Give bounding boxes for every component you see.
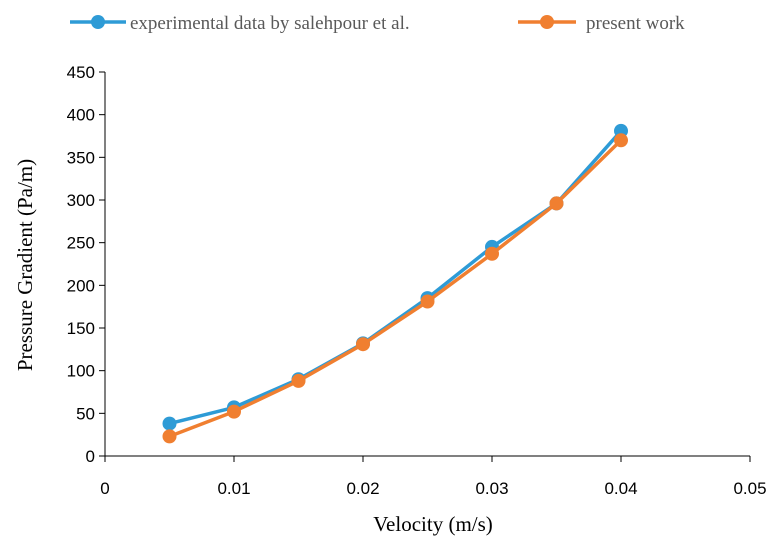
legend-label: present work bbox=[586, 13, 685, 34]
x-tick-label: 0.04 bbox=[604, 479, 637, 498]
y-tick-label: 350 bbox=[67, 148, 95, 167]
y-axis-title: Pressure Gradient (Pa/m) bbox=[13, 159, 37, 371]
legend-item-1: experimental data by salehpour et al. bbox=[70, 13, 410, 34]
data-point bbox=[162, 429, 177, 444]
y-tick-label: 0 bbox=[86, 447, 95, 466]
data-point bbox=[162, 416, 177, 431]
data-point bbox=[420, 294, 435, 309]
data-point bbox=[614, 133, 628, 148]
x-tick-label: 0.03 bbox=[475, 479, 508, 498]
series-layer bbox=[162, 123, 628, 444]
series-line bbox=[168, 139, 623, 439]
y-tick-label: 450 bbox=[67, 63, 95, 82]
x-tick-label: 0.05 bbox=[733, 479, 766, 498]
y-tick-label: 150 bbox=[67, 319, 95, 338]
legend-item-2: present work bbox=[518, 13, 685, 34]
legend-marker bbox=[91, 15, 105, 29]
x-tick-label: 0 bbox=[100, 479, 109, 498]
x-tick-label: 0.01 bbox=[217, 479, 250, 498]
x-tick-label: 0.02 bbox=[346, 479, 379, 498]
series-1 bbox=[162, 123, 628, 431]
y-tick-label: 400 bbox=[67, 106, 95, 125]
data-point bbox=[356, 337, 370, 352]
data-point bbox=[485, 246, 499, 261]
data-point bbox=[227, 404, 241, 419]
y-tick-label: 300 bbox=[67, 191, 95, 210]
y-tick-label: 100 bbox=[67, 362, 95, 381]
legend-marker bbox=[540, 15, 554, 29]
y-tick-label: 250 bbox=[67, 234, 95, 253]
y-tick-label: 50 bbox=[76, 404, 95, 423]
legend: experimental data by salehpour et al. pre… bbox=[70, 13, 685, 34]
axes: 0 50 100 150 200 250 300 350 400 450 0 0.01 0.02 0.03… bbox=[67, 63, 767, 498]
data-point bbox=[291, 373, 306, 388]
series-line bbox=[169, 129, 623, 426]
series-2 bbox=[162, 133, 628, 444]
y-tick-label: 200 bbox=[67, 276, 95, 295]
data-point bbox=[549, 196, 564, 211]
legend-label: experimental data by salehpour et al. bbox=[130, 13, 410, 34]
x-axis-title: Velocity (m/s) bbox=[373, 512, 493, 536]
